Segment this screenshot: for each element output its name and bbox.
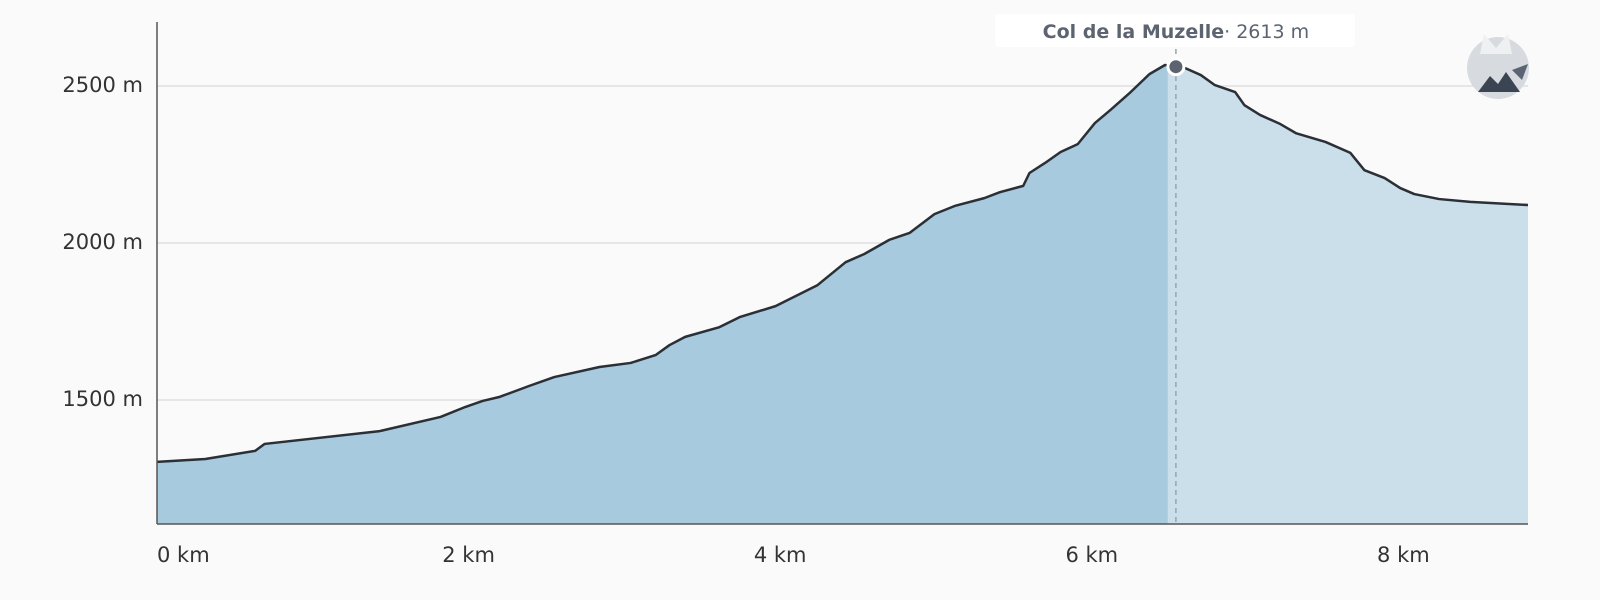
x-tick-label: 6 km bbox=[1065, 543, 1118, 567]
y-tick-label: 2500 m bbox=[62, 73, 143, 97]
logo bbox=[1467, 34, 1529, 99]
area-before bbox=[157, 65, 1168, 524]
y-tick-label: 1500 m bbox=[62, 387, 143, 411]
tooltip-text: Col de la Muzelle· 2613 m bbox=[1043, 21, 1309, 43]
x-tick-label: 2 km bbox=[442, 543, 495, 567]
tooltip-title: Col de la Muzelle bbox=[1043, 21, 1224, 43]
y-tick-label: 2000 m bbox=[62, 230, 143, 254]
x-tick-label: 0 km bbox=[157, 543, 210, 567]
x-tick-label: 8 km bbox=[1377, 543, 1430, 567]
tooltip-box bbox=[994, 14, 1355, 47]
elevation-line bbox=[156, 63, 1529, 464]
area-after bbox=[1167, 65, 1528, 524]
marker-point bbox=[1166, 57, 1186, 77]
x-tick-label: 4 km bbox=[754, 543, 807, 567]
tooltip-value: · 2613 m bbox=[1224, 21, 1309, 43]
